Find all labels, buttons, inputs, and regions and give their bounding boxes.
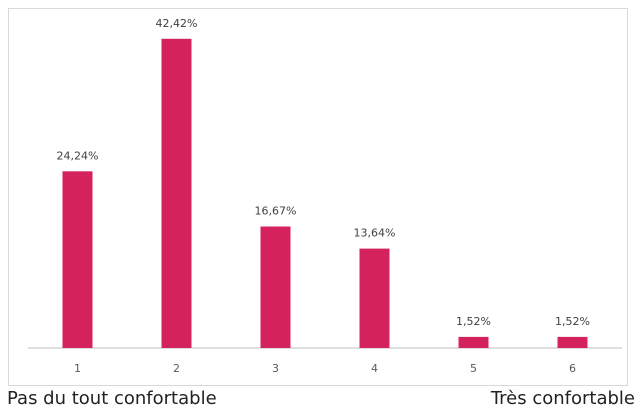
x-tick-label-1: 1 [74, 362, 81, 375]
x-tick-label-4: 4 [371, 362, 378, 375]
bar-6 [557, 336, 588, 348]
bar-3 [260, 226, 291, 348]
x-tick-label-5: 5 [470, 362, 477, 375]
chart-frame [8, 8, 628, 386]
data-label-4: 13,64% [354, 227, 396, 240]
bar-1 [62, 171, 93, 348]
scale-label-right: Très confortable [490, 388, 635, 409]
bar-2 [161, 38, 192, 349]
bar-4 [359, 248, 390, 348]
data-label-6: 1,52% [555, 315, 590, 328]
scale-label-left: Pas du tout confortable [7, 388, 217, 409]
data-label-3: 16,67% [255, 205, 297, 218]
data-label-1: 24,24% [57, 149, 99, 162]
x-tick-label-3: 3 [272, 362, 279, 375]
x-tick-label-2: 2 [173, 362, 180, 375]
x-tick-label-6: 6 [569, 362, 576, 375]
data-label-2: 42,42% [156, 17, 198, 30]
bar-chart: 24,24% 1 42,42% 2 16,67% 3 13,64% 4 1,52% 5 1,52% 6 [28, 17, 622, 375]
data-label-5: 1,52% [456, 315, 491, 328]
bar-5 [458, 336, 489, 348]
